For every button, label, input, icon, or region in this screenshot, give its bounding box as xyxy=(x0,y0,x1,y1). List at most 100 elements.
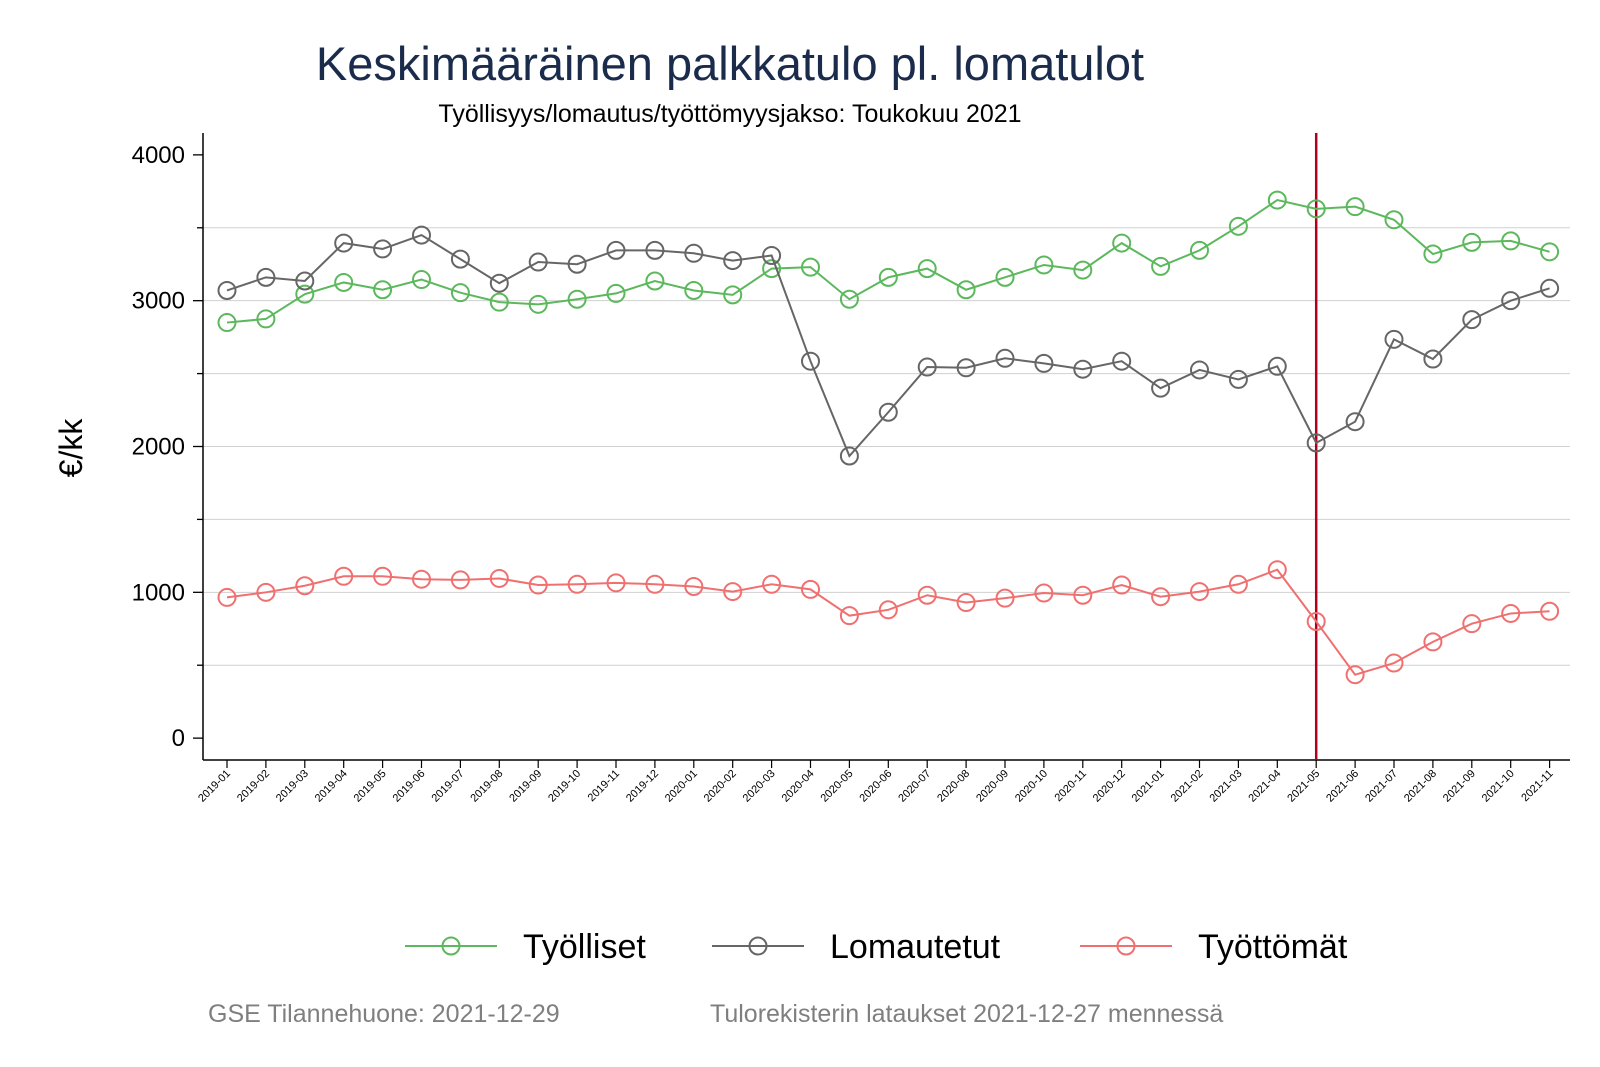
series-1-point xyxy=(1306,199,1326,219)
series-2-point xyxy=(489,273,509,293)
x-tick-label: 2019-07 xyxy=(429,768,466,805)
x-tick-label: 2020-01 xyxy=(663,768,700,805)
series-2-line xyxy=(226,233,1550,458)
x-tick-label: 2020-04 xyxy=(780,768,817,805)
series-3-point xyxy=(723,582,743,602)
series-2-point xyxy=(1345,412,1365,432)
series-3-point xyxy=(995,588,1015,608)
x-tick-label: 2019-11 xyxy=(586,768,622,804)
x-tick-label: 2020-12 xyxy=(1091,768,1128,805)
series-1-point xyxy=(295,284,315,304)
series-3-point xyxy=(1345,665,1365,685)
series-1-point xyxy=(1034,255,1054,275)
series-3-point xyxy=(1462,614,1482,634)
series-1-point xyxy=(1190,240,1209,260)
series-2-point xyxy=(1423,349,1443,369)
series-1-point xyxy=(1345,197,1365,217)
y-tick-label: 2000 xyxy=(132,434,185,461)
series-3-point xyxy=(256,582,276,602)
y-tick-label: 1000 xyxy=(132,579,185,606)
series-2-point xyxy=(450,249,470,269)
series-1-point xyxy=(567,289,587,309)
series-2-point xyxy=(1267,356,1287,376)
series-3-point xyxy=(1267,560,1287,580)
x-tick-label: 2020-10 xyxy=(1013,768,1050,805)
x-tick-label: 2019-09 xyxy=(507,768,544,805)
x-tick-label: 2020-11 xyxy=(1052,768,1088,804)
series-2-point xyxy=(1540,278,1560,298)
series-2-point xyxy=(1151,378,1171,398)
series-1-point xyxy=(956,280,976,300)
x-tick-label: 2020-08 xyxy=(935,768,972,805)
series-3-point xyxy=(1540,601,1560,621)
series-3-point xyxy=(684,576,704,596)
series-2-point xyxy=(956,358,976,378)
series-1-point xyxy=(528,294,548,314)
series-1-point xyxy=(917,259,937,279)
series-2-point xyxy=(412,225,431,245)
x-tick-label: 2019-06 xyxy=(391,768,428,805)
y-tick-label: 3000 xyxy=(132,288,185,315)
series-3-point xyxy=(1501,603,1521,623)
series-2-point xyxy=(1190,360,1209,380)
chart-title: Keskimääräinen palkkatulo pl. lomatulot xyxy=(316,37,1144,90)
series-3-point xyxy=(528,575,548,595)
x-tick-label: 2019-12 xyxy=(624,768,661,805)
footer-source-date: GSE Tilannehuone: 2021-12-29 xyxy=(208,1000,560,1028)
series-3-point xyxy=(1112,575,1132,595)
series-1-point xyxy=(1073,260,1093,280)
y-tick-label: 0 xyxy=(172,725,185,752)
x-tick-label: 2020-06 xyxy=(857,768,894,805)
series-3-point xyxy=(334,566,354,586)
series-1-point xyxy=(684,280,704,300)
series-2-point xyxy=(917,357,937,377)
series-1-point xyxy=(334,272,354,292)
series-1-point xyxy=(1384,210,1404,230)
x-tick-label: 2019-03 xyxy=(274,768,311,805)
x-tick-label: 2019-01 xyxy=(196,768,233,805)
series-1-point xyxy=(412,270,431,290)
x-tick-label: 2020-03 xyxy=(741,768,778,805)
series-group xyxy=(217,190,1560,685)
series-1-point xyxy=(1112,233,1132,253)
footer-data-note: Tulorekisterin lataukset 2021-12-27 menn… xyxy=(710,1000,1223,1028)
series-1-point xyxy=(839,289,859,309)
series-1-point xyxy=(373,280,393,300)
series-1-point xyxy=(645,271,665,291)
series-3-point xyxy=(762,574,782,594)
series-2-point xyxy=(723,251,743,271)
series-3-point xyxy=(1423,632,1443,652)
x-tick-label: 2020-02 xyxy=(702,768,739,805)
series-2-point xyxy=(1462,310,1482,330)
series-2-point xyxy=(839,446,859,466)
series-1-point xyxy=(1423,244,1443,264)
x-tick-label: 2021-02 xyxy=(1169,768,1206,805)
series-1-point xyxy=(1501,231,1521,251)
series-3-point xyxy=(217,587,237,607)
legend-swatch-marker xyxy=(748,936,768,956)
legend: Työlliset Lomautetut Työttömät xyxy=(405,928,1348,966)
series-3-point xyxy=(1151,587,1171,607)
series-1-point xyxy=(217,313,237,333)
legend-label: Työlliset xyxy=(523,928,646,966)
x-tick-label: 2019-02 xyxy=(235,768,272,805)
series-2-point xyxy=(528,252,548,272)
series-3-point xyxy=(1384,653,1404,673)
x-tick-label: 2021-03 xyxy=(1207,768,1244,805)
series-3-point xyxy=(878,600,898,620)
series-2-point xyxy=(606,240,626,260)
series-2-point xyxy=(762,245,782,265)
series-1-point xyxy=(1151,256,1171,276)
x-tick-label: 2019-08 xyxy=(468,768,505,805)
series-1-point xyxy=(1462,232,1482,252)
legend-label: Työttömät xyxy=(1198,928,1348,966)
series-1-point xyxy=(450,283,470,303)
series-2-point xyxy=(1034,353,1054,373)
x-tick-label: 2021-08 xyxy=(1402,768,1439,805)
series-2-point xyxy=(1073,359,1093,379)
x-tick-label: 2021-06 xyxy=(1324,768,1361,805)
series-2-point xyxy=(1112,351,1132,371)
gridlines xyxy=(203,227,1570,666)
y-axis-label: €/kk xyxy=(53,418,89,478)
x-tick-label: 2020-07 xyxy=(896,768,933,805)
